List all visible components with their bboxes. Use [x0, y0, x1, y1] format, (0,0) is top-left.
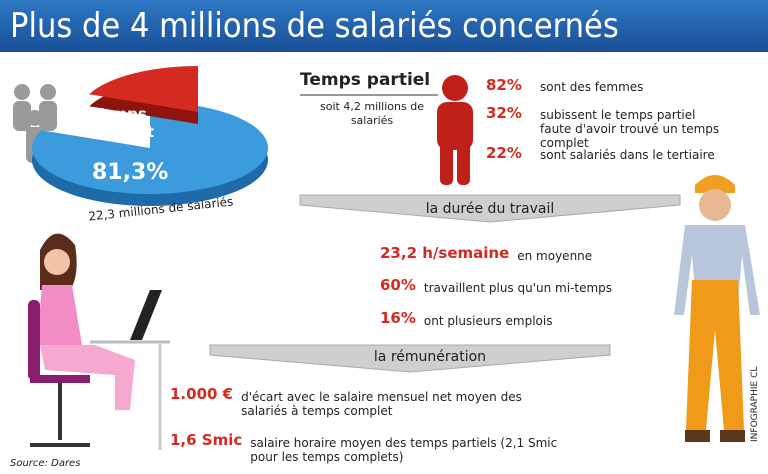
item-text: ont plusieurs emplois: [423, 314, 553, 328]
item: 16% ont plusieurs emplois: [380, 309, 553, 329]
item: 1,6 Smic salaire horaire moyen des temps …: [170, 431, 580, 465]
slice: [32, 102, 268, 195]
worker-illustration: [674, 175, 760, 442]
person-icon: [437, 75, 473, 185]
stat-text: sont salariés dans le tertiaire: [540, 148, 715, 162]
item-text: travaillent plus qu'un mi-temps: [423, 281, 613, 295]
woman-illustration: [28, 233, 170, 450]
pie-value-label: 81,3%: [92, 160, 169, 185]
item: 1.000 € d'écart avec le salaire mensuel n…: [170, 385, 571, 419]
slice: [89, 66, 198, 112]
item-text: d'écart avec le salaire mensuel net moye…: [241, 390, 522, 418]
title-bar: [0, 0, 768, 52]
pie-label: Temps partiel: [300, 70, 431, 90]
title: Plus de 4 millions de salariés concernés: [10, 6, 619, 46]
item: 23,2 h/semaine en moyenne: [380, 244, 593, 264]
item-value: 16%: [380, 309, 416, 327]
stat-value: 32%: [486, 104, 522, 122]
stat-text: subissent le temps partiel faute d'avoir…: [540, 108, 720, 150]
section-title: la durée du travail: [425, 201, 555, 217]
item-value: 60%: [380, 276, 416, 294]
pie: [31, 66, 268, 207]
pie-value-label: 18,7%: [228, 93, 305, 118]
item-value: 1,6 Smic: [170, 431, 243, 449]
credit: INFOGRAPHIE CL: [750, 366, 760, 442]
source: Source: Dares: [10, 458, 81, 469]
pie-subtitle: soit 4,2 millions de salariés: [320, 100, 424, 127]
stat-value: 22%: [486, 144, 522, 162]
item: 60% travaillent plus qu'un mi-temps: [380, 276, 613, 296]
section-banner: [299, 194, 681, 223]
item-value: 1.000 €: [170, 385, 234, 403]
section-banner: [209, 344, 611, 373]
pie-label: Temps complet: [85, 105, 155, 141]
item-value: 23,2 h/semaine: [380, 244, 510, 262]
stat-value: 82%: [486, 76, 522, 94]
item-text: en moyenne: [517, 249, 593, 263]
item-text: salaire horaire moyen des temps partiels…: [250, 436, 558, 464]
section-title: la rémunération: [373, 349, 487, 365]
stat-text: sont des femmes: [540, 80, 644, 94]
